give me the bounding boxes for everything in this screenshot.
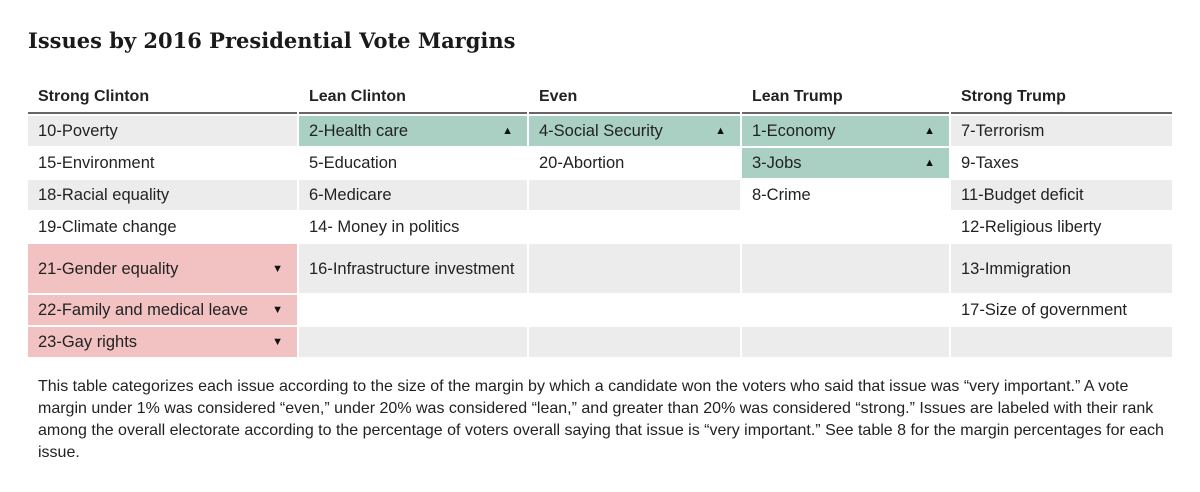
- cell-label: 1-Economy: [752, 122, 836, 140]
- table-cell: 9-Taxes: [961, 154, 1019, 172]
- table-cell: [529, 295, 740, 325]
- table-cell: [529, 180, 740, 210]
- cell-label: 23-Gay rights: [38, 333, 138, 351]
- table-cell: 11-Budget deficit: [951, 180, 1172, 210]
- issues-table: Strong Clinton Lean Clinton Even Lean Tr…: [26, 78, 1174, 359]
- table-row: 15-Environment 5-Education 20-Abortion 3…: [28, 148, 1172, 178]
- up-arrow-icon: ▲: [502, 125, 513, 137]
- cell-label: 22-Family and medical leave: [38, 301, 249, 319]
- table-cell: 7-Terrorism: [951, 116, 1172, 146]
- table-cell: 20-Abortion: [539, 154, 625, 172]
- table-cell: 18-Racial equality: [28, 180, 297, 210]
- table-cell: 5-Education: [309, 154, 398, 172]
- down-arrow-icon: ▼: [272, 336, 283, 348]
- table-cell: 8-Crime: [742, 180, 949, 210]
- cell-label: 3-Jobs: [752, 154, 802, 172]
- table-row: 22-Family and medical leave ▼ 17-Size of …: [28, 295, 1172, 325]
- table-cell: [529, 244, 740, 293]
- table-cell: 22-Family and medical leave ▼: [28, 295, 297, 325]
- table-cell: 1-Economy ▲: [742, 116, 949, 146]
- column-header-strong-clinton: Strong Clinton: [28, 80, 297, 114]
- table-cell: 4-Social Security ▲: [529, 116, 740, 146]
- table-cell: [299, 327, 527, 357]
- up-arrow-icon: ▲: [924, 157, 935, 169]
- cell-label: 21-Gender equality: [38, 259, 179, 278]
- table-cell: 21-Gender equality ▼: [28, 244, 297, 293]
- table-cell: [299, 295, 527, 325]
- table-cell: 13-Immigration: [951, 244, 1172, 293]
- table-cell: 10-Poverty: [28, 116, 297, 146]
- chart-title: Issues by 2016 Presidential Vote Margins: [28, 28, 516, 53]
- column-header-lean-clinton: Lean Clinton: [299, 80, 527, 114]
- table-cell: 12-Religious liberty: [961, 218, 1102, 236]
- column-header-lean-trump: Lean Trump: [742, 80, 949, 114]
- column-header-even: Even: [529, 80, 740, 114]
- table-row: 19-Climate change 14- Money in politics …: [28, 212, 1172, 242]
- header-row: Strong Clinton Lean Clinton Even Lean Tr…: [28, 80, 1172, 114]
- down-arrow-icon: ▼: [272, 304, 283, 316]
- table-row: 10-Poverty 2-Health care ▲ 4-Social Secur…: [28, 116, 1172, 146]
- table-cell: [951, 327, 1172, 357]
- table-cell: 16-Infrastructure investment: [299, 244, 527, 293]
- table-cell: 23-Gay rights ▼: [28, 327, 297, 357]
- table-row: 18-Racial equality 6-Medicare 8-Crime 11…: [28, 180, 1172, 210]
- table-cell: 15-Environment: [38, 154, 155, 172]
- column-header-strong-trump: Strong Trump: [951, 80, 1172, 114]
- cell-label: 4-Social Security: [539, 122, 663, 140]
- table-row: 21-Gender equality ▼ 16-Infrastructure in…: [28, 244, 1172, 293]
- cell-label: 2-Health care: [309, 122, 409, 140]
- table-cell: [742, 295, 949, 325]
- down-arrow-icon: ▼: [272, 262, 283, 275]
- table-cell: 3-Jobs ▲: [742, 148, 949, 178]
- table-cell: [529, 212, 740, 242]
- table-cell: [529, 327, 740, 357]
- table-cell: 14- Money in politics: [309, 218, 460, 236]
- table-row: 23-Gay rights ▼: [28, 327, 1172, 357]
- table-cell: 6-Medicare: [299, 180, 527, 210]
- table-cell: 17-Size of government: [961, 301, 1128, 319]
- up-arrow-icon: ▲: [924, 125, 935, 137]
- table-cell: 2-Health care ▲: [299, 116, 527, 146]
- up-arrow-icon: ▲: [715, 125, 726, 137]
- table-cell: [742, 212, 949, 242]
- table-footnote: This table categorizes each issue accord…: [38, 378, 1164, 461]
- table-cell: 19-Climate change: [38, 218, 177, 236]
- table-cell: [742, 327, 949, 357]
- table-cell: [742, 244, 949, 293]
